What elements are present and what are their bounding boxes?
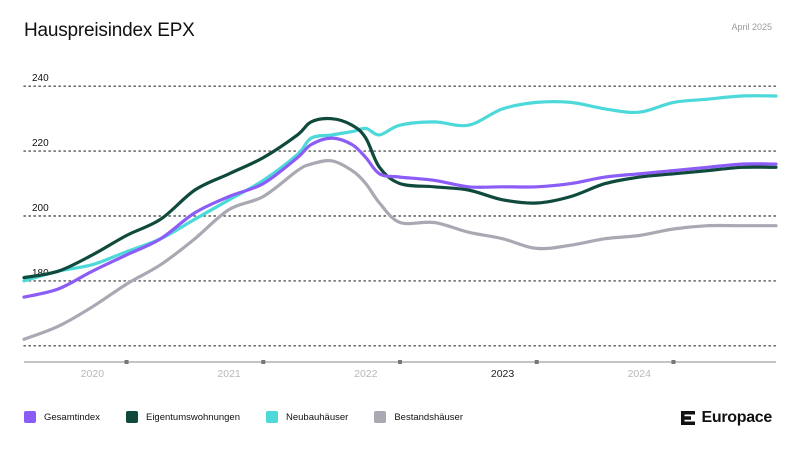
x-axis-tick: [398, 360, 402, 364]
legend-item-gesamtindex[interactable]: Gesamtindex: [24, 411, 100, 423]
legend-item-neubauhaeuser[interactable]: Neubauhäuser: [266, 411, 348, 423]
y-tick-label: 200: [32, 203, 49, 214]
legend-swatch-eigentumswohnungen: [125, 411, 138, 423]
x-axis-tick: [261, 360, 266, 364]
legend-item-eigentumswohnungen[interactable]: Eigentumswohnungen: [125, 411, 240, 423]
y-tick-label: 240: [32, 73, 49, 84]
legend-label: Gesamtindex: [44, 411, 100, 423]
series-line-gesamtindex: [22, 136, 778, 299]
legend-item-bestandshaeuser[interactable]: Bestandshäuser: [374, 411, 463, 423]
legend-label: Bestandshäuser: [394, 411, 463, 423]
chart-legend: Gesamtindex Eigentumswohnungen Neubauhäu…: [24, 411, 489, 423]
series-line-eigentumswohnungen: [22, 116, 778, 280]
europace-logo: Europace: [681, 409, 772, 427]
legend-label: Eigentumswohnungen: [145, 411, 240, 423]
legend-swatch-bestandshaeuser: [374, 411, 387, 423]
x-tick-label: 2022: [354, 368, 378, 380]
report-date: April 2025: [731, 22, 772, 32]
x-tick-label: 2023: [491, 368, 515, 380]
x-tick-label: 2021: [217, 368, 241, 380]
legend-swatch-neubauhaeuser: [266, 411, 278, 423]
series-line-neubauhaeuser: [22, 94, 778, 283]
series-line-bestandshaeuser: [22, 158, 778, 341]
page-title: Hauspreisindex EPX: [24, 20, 195, 41]
legend-swatch-gesamtindex: [24, 411, 36, 423]
y-tick-label: 180: [32, 268, 49, 279]
x-axis-tick: [534, 360, 539, 364]
x-axis-tick: [124, 360, 129, 364]
x-axis-tick: [671, 360, 676, 364]
x-tick-label: 2020: [81, 368, 105, 380]
y-tick-label: 220: [32, 138, 49, 149]
europace-logo-icon: [681, 411, 696, 425]
x-tick-label: 2024: [628, 368, 652, 380]
brand-name: Europace: [701, 409, 772, 426]
legend-label: Neubauhäuser: [286, 411, 349, 423]
